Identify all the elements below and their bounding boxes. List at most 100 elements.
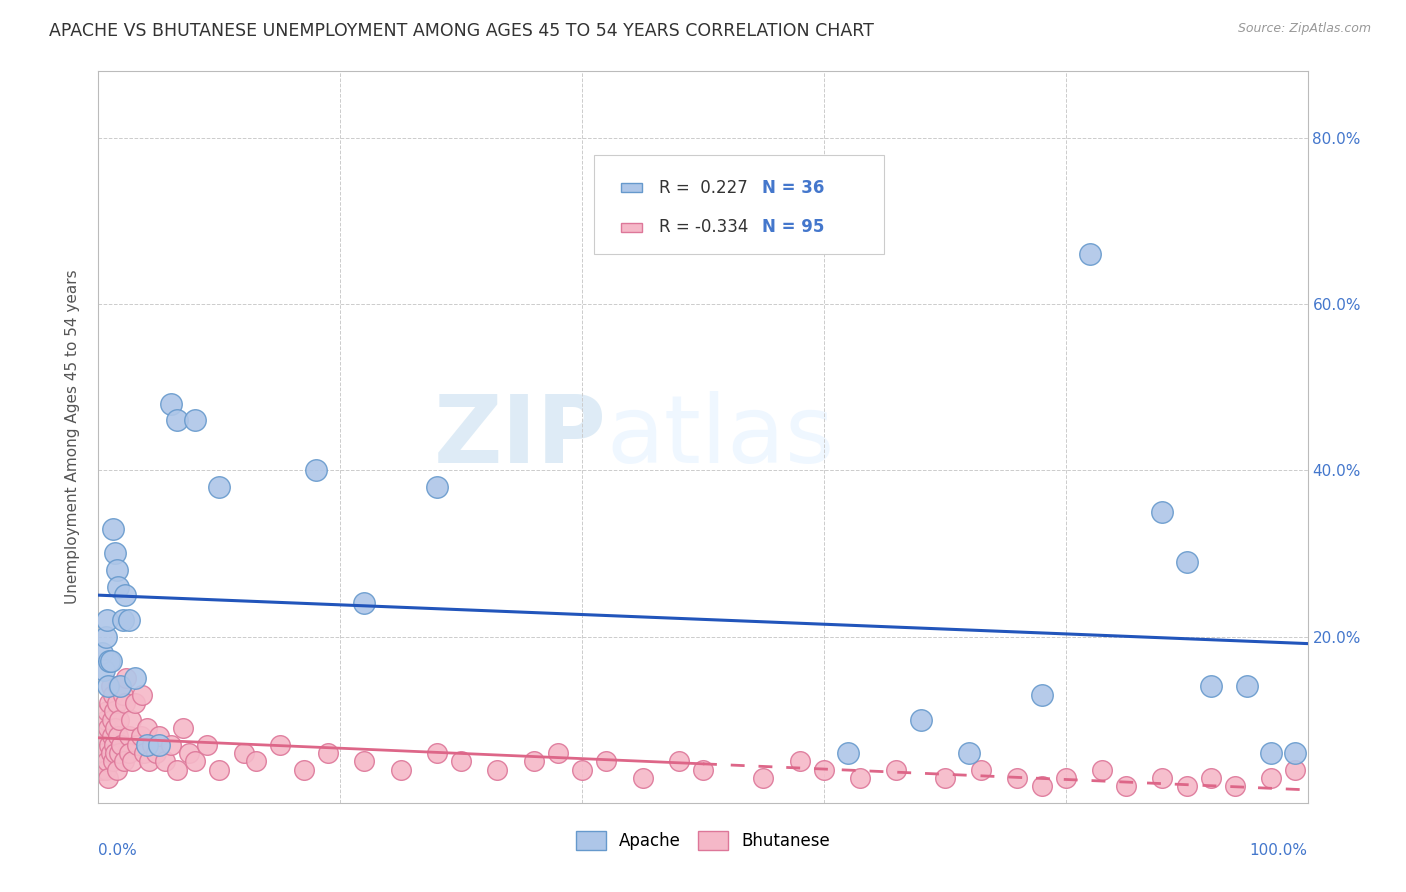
Point xyxy=(571,763,593,777)
Point xyxy=(111,688,134,702)
Point xyxy=(101,754,124,768)
Point xyxy=(1284,746,1306,760)
Point xyxy=(94,713,117,727)
Point xyxy=(1199,771,1222,785)
Point xyxy=(910,713,932,727)
Point xyxy=(789,754,811,768)
Point xyxy=(93,729,115,743)
Point xyxy=(91,746,114,760)
Point xyxy=(1031,779,1053,793)
Point xyxy=(98,655,121,669)
Point xyxy=(172,721,194,735)
Point xyxy=(148,738,170,752)
Point xyxy=(124,671,146,685)
Point xyxy=(813,763,835,777)
Point xyxy=(305,463,328,477)
Text: ZIP: ZIP xyxy=(433,391,606,483)
FancyBboxPatch shape xyxy=(595,155,884,254)
Point xyxy=(1199,680,1222,694)
Point xyxy=(1054,771,1077,785)
Point xyxy=(115,671,138,685)
Point xyxy=(1007,771,1029,785)
Point xyxy=(837,746,859,760)
Point xyxy=(114,696,136,710)
Point xyxy=(129,729,152,743)
Point xyxy=(97,721,120,735)
Point xyxy=(135,738,157,752)
Point xyxy=(91,646,114,660)
Point xyxy=(131,688,153,702)
Text: 0.0%: 0.0% xyxy=(98,843,138,858)
Point xyxy=(96,705,118,719)
Point xyxy=(104,721,127,735)
Point xyxy=(208,763,231,777)
Point xyxy=(91,738,114,752)
Point xyxy=(100,655,122,669)
Point xyxy=(692,763,714,777)
Point xyxy=(98,738,121,752)
Point xyxy=(148,729,170,743)
Point xyxy=(353,596,375,610)
Point xyxy=(245,754,267,768)
Point xyxy=(103,738,125,752)
Point xyxy=(89,763,111,777)
Point xyxy=(98,696,121,710)
Point xyxy=(118,613,141,627)
Point xyxy=(107,729,129,743)
Point xyxy=(134,746,156,760)
Point xyxy=(269,738,291,752)
Text: N = 36: N = 36 xyxy=(762,178,825,197)
Point xyxy=(91,763,114,777)
Text: R = -0.334: R = -0.334 xyxy=(659,219,749,236)
Point xyxy=(105,696,128,710)
Point xyxy=(595,754,617,768)
Point xyxy=(232,746,254,760)
Text: Source: ZipAtlas.com: Source: ZipAtlas.com xyxy=(1237,22,1371,36)
Point xyxy=(90,754,112,768)
Y-axis label: Unemployment Among Ages 45 to 54 years: Unemployment Among Ages 45 to 54 years xyxy=(65,269,80,605)
Point xyxy=(108,713,131,727)
Point xyxy=(100,680,122,694)
Legend: Apache, Bhutanese: Apache, Bhutanese xyxy=(569,824,837,856)
Point xyxy=(353,754,375,768)
Point xyxy=(1260,771,1282,785)
Point xyxy=(166,763,188,777)
Point xyxy=(118,729,141,743)
Point xyxy=(118,746,141,760)
Point xyxy=(93,663,115,677)
Point xyxy=(160,397,183,411)
Point xyxy=(145,746,167,760)
Point xyxy=(1078,247,1101,261)
Point xyxy=(141,738,163,752)
Point xyxy=(111,613,134,627)
Text: atlas: atlas xyxy=(606,391,835,483)
Point xyxy=(110,738,132,752)
Text: APACHE VS BHUTANESE UNEMPLOYMENT AMONG AGES 45 TO 54 YEARS CORRELATION CHART: APACHE VS BHUTANESE UNEMPLOYMENT AMONG A… xyxy=(49,22,875,40)
Point xyxy=(160,738,183,752)
Point xyxy=(184,754,207,768)
Point xyxy=(1284,763,1306,777)
Point xyxy=(1236,680,1258,694)
Point xyxy=(153,754,176,768)
Point xyxy=(114,588,136,602)
Point xyxy=(426,746,449,760)
Point xyxy=(101,688,124,702)
Point xyxy=(108,680,131,694)
Point xyxy=(1260,746,1282,760)
Point xyxy=(184,413,207,427)
Point xyxy=(127,738,149,752)
Text: 100.0%: 100.0% xyxy=(1250,843,1308,858)
Point xyxy=(668,754,690,768)
Point xyxy=(1031,688,1053,702)
Point xyxy=(195,738,218,752)
Point xyxy=(1175,555,1198,569)
Point xyxy=(104,746,127,760)
Point xyxy=(97,680,120,694)
Point xyxy=(96,613,118,627)
Point xyxy=(101,521,124,535)
Point xyxy=(389,763,412,777)
Point xyxy=(108,680,131,694)
Point xyxy=(752,771,775,785)
Point xyxy=(166,413,188,427)
Point xyxy=(94,763,117,777)
